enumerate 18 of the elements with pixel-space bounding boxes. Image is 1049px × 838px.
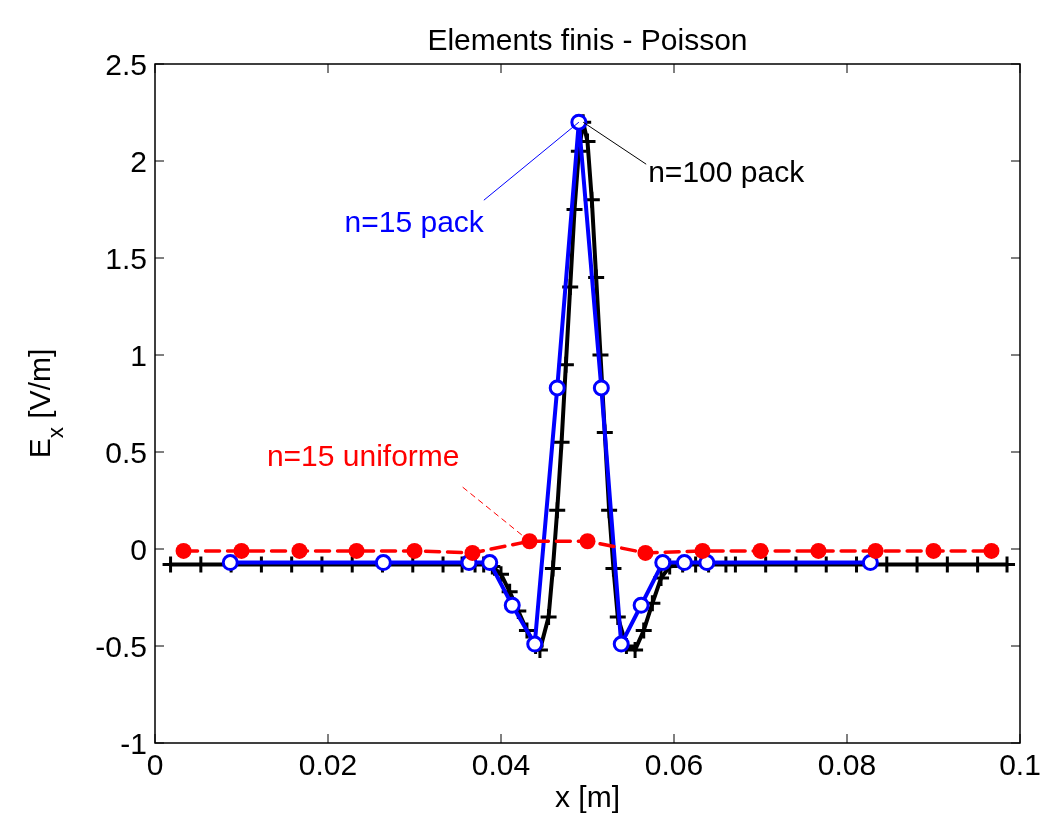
chart-title: Elements finis - Poisson: [427, 23, 748, 56]
y-tick-label: 1: [130, 338, 147, 372]
y-tick-label: -0.5: [95, 629, 147, 663]
x-axis-title: x [m]: [555, 780, 620, 813]
text: n=15 pack: [344, 205, 485, 239]
x-tick-label: 0.08: [817, 748, 877, 781]
text: n=15 uniforme: [266, 439, 460, 473]
y-tick-label: 2.5: [105, 47, 147, 81]
x-tick-label: 0.06: [644, 748, 704, 781]
series-label: n=100 pack: [648, 155, 806, 189]
y-tick-label: 2: [130, 144, 147, 178]
x-tick-label: 0.04: [471, 748, 531, 781]
y-tick-label: 0: [130, 532, 147, 566]
y-tick-label: -1: [120, 726, 147, 760]
x-tick-label: 0.02: [298, 748, 358, 781]
x-tick-label: 0.1: [999, 748, 1041, 781]
y-tick-label: 0.5: [105, 435, 147, 469]
y-tick-label: 1.5: [105, 241, 147, 275]
